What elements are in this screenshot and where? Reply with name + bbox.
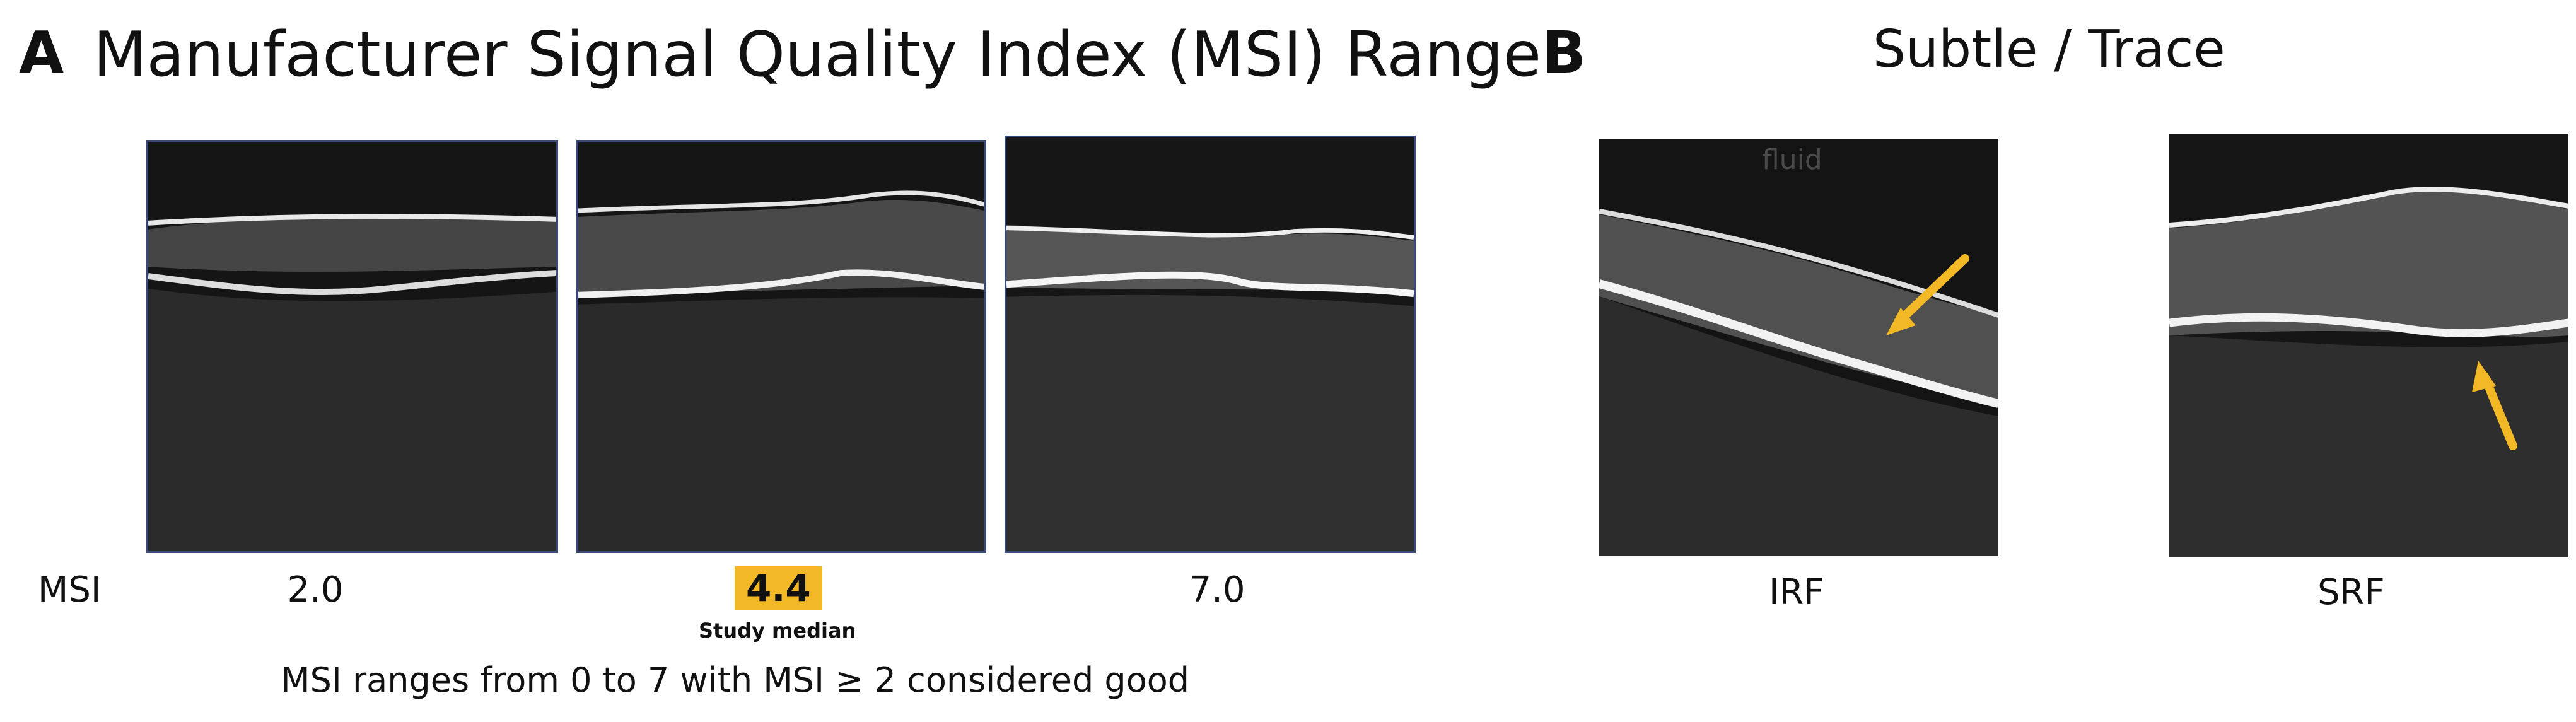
irf-label: IRF: [1769, 572, 1824, 613]
msi-row-label: MSI: [38, 569, 102, 610]
msi-median-badge: 4.4: [735, 566, 822, 610]
oct-scan-srf: [2169, 134, 2568, 557]
study-median-note: Study median: [699, 619, 856, 643]
oct-scan-msi-low: [146, 140, 558, 553]
image-text-fluid: fluid: [1762, 144, 1822, 176]
oct-scan-msi-median: [576, 140, 986, 553]
panel-a-title: Manufacturer Signal Quality Index (MSI) …: [93, 19, 1542, 91]
oct-scan-msi-high: [1005, 136, 1416, 553]
panel-b-letter: B: [1542, 19, 1587, 86]
panel-b-title: Subtle / Trace: [1873, 20, 2225, 79]
msi-value-high: 7.0: [1189, 569, 1245, 610]
srf-label: SRF: [2317, 572, 2385, 613]
panel-a-letter: A: [19, 19, 64, 86]
msi-footer-note: MSI ranges from 0 to 7 with MSI ≥ 2 cons…: [281, 660, 1190, 700]
msi-value-low: 2.0: [287, 569, 344, 610]
irf-arrow-icon: [1886, 308, 1916, 335]
srf-arrow-icon: [2472, 361, 2496, 392]
oct-scan-irf: fluid: [1599, 139, 1998, 556]
msi-value-median: 4.4: [735, 566, 822, 610]
